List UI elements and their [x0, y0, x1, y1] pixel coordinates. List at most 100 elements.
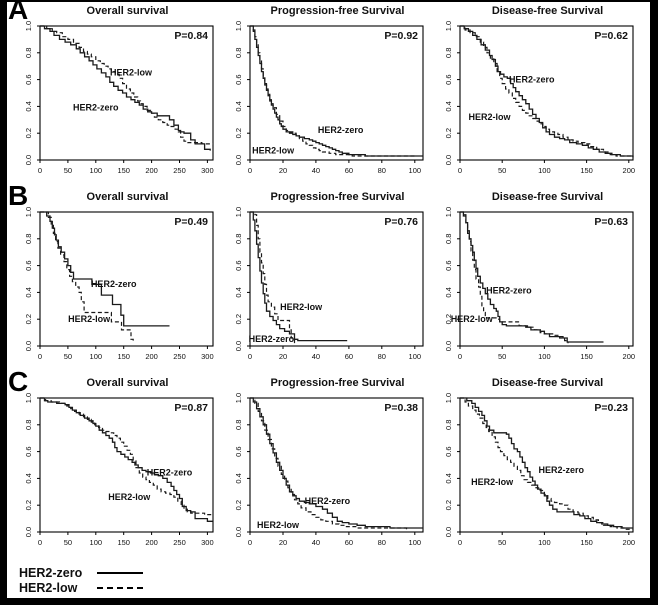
p-value-label: P=0.76 — [384, 216, 418, 228]
series-label-her2-zero: HER2-zero — [486, 286, 532, 296]
y-tick-label: 1.0 — [234, 393, 243, 403]
figure-row-a: A Overall survival 0 50 100 150 200 250 300 0.0 0… — [7, 0, 650, 188]
y-tick-label: 0.6 — [234, 260, 243, 270]
y-tick-label: 0.0 — [24, 155, 33, 165]
x-tick-label: 200 — [145, 538, 158, 547]
plot-box — [249, 211, 424, 347]
series-label-her2-low: HER2-low — [280, 302, 323, 312]
x-tick-label: 100 — [409, 352, 422, 361]
panel-title: Disease-free Survival — [491, 191, 604, 203]
x-tick-label: 50 — [64, 538, 72, 547]
figure-row-b: B Overall survival 0 50 100 150 200 250 300 0.0 0… — [7, 182, 650, 374]
legend-entry-her2-zero: HER2-zero — [19, 566, 650, 581]
y-tick-label: 0.2 — [444, 128, 453, 138]
x-tick-label: 150 — [580, 352, 593, 361]
x-tick-label: 150 — [580, 166, 593, 175]
y-tick-label: 0.4 — [24, 473, 33, 483]
y-tick-label: 0.6 — [24, 260, 33, 270]
y-tick-label: 1.0 — [24, 393, 33, 403]
plot-box — [39, 397, 214, 533]
her2-zero-curve — [40, 211, 170, 327]
x-tick-label: 250 — [173, 538, 186, 547]
x-tick-label: 0 — [38, 352, 42, 361]
x-tick-label: 200 — [623, 166, 636, 175]
solid-line-sample-icon — [97, 572, 143, 574]
y-tick-label: 0.6 — [24, 446, 33, 456]
km-plot: 0 50 100 150 200 0.0 0.2 0.4 0.6 0.8 1.0 P=0.63 HER2… — [444, 207, 635, 361]
her2-low-curve — [460, 211, 569, 344]
x-tick-label: 50 — [64, 352, 72, 361]
x-tick-label: 100 — [538, 166, 551, 175]
x-tick-label: 0 — [248, 352, 252, 361]
x-tick-label: 0 — [248, 538, 252, 547]
x-tick-label: 40 — [312, 352, 320, 361]
y-tick-label: 0.2 — [24, 500, 33, 510]
km-panel-b-overall: Overall survival 0 50 100 150 200 250 300 0.0 0.2… — [13, 189, 218, 372]
series-label-her2-zero: HER2-zero — [147, 468, 193, 478]
her2-low-curve — [250, 397, 408, 530]
p-value-label: P=0.63 — [594, 216, 628, 228]
km-plot: 0 50 100 150 200 250 300 0.0 0.2 0.4 0.6 0.8 1.0 P=0.… — [24, 21, 214, 175]
section-label-a: A — [8, 0, 29, 25]
y-tick-label: 0.4 — [444, 473, 453, 483]
x-tick-label: 80 — [378, 352, 386, 361]
section-label-c: C — [8, 366, 29, 397]
y-tick-label: 0.0 — [444, 341, 453, 351]
panels-row-b: Overall survival 0 50 100 150 200 250 300 0.0 0.2… — [13, 188, 650, 372]
y-tick-label: 0.8 — [24, 48, 33, 58]
panel-title: Overall survival — [86, 191, 169, 203]
panel-title: Overall survival — [86, 5, 169, 17]
x-tick-label: 0 — [458, 166, 462, 175]
y-tick-label: 1.0 — [444, 207, 453, 217]
y-tick-label: 0.0 — [444, 527, 453, 537]
x-tick-label: 0 — [38, 538, 42, 547]
x-tick-label: 50 — [498, 166, 506, 175]
y-tick-label: 0.8 — [24, 234, 33, 244]
p-value-label: P=0.92 — [384, 30, 418, 42]
km-plot: 0 50 100 150 200 250 300 0.0 0.2 0.4 0.6 0.8 1.0 P=0.… — [24, 207, 214, 361]
series-label-her2-low: HER2-low — [468, 112, 511, 122]
y-tick-label: 0.2 — [444, 314, 453, 324]
her2-zero-curve — [460, 25, 634, 158]
her2-zero-curve — [40, 397, 213, 522]
p-value-label: P=0.23 — [594, 402, 628, 414]
x-tick-label: 100 — [538, 538, 551, 547]
y-tick-label: 1.0 — [234, 207, 243, 217]
y-tick-label: 1.0 — [444, 393, 453, 403]
y-tick-label: 0.8 — [234, 48, 243, 58]
series-label-her2-zero: HER2-zero — [539, 465, 585, 475]
her2-low-curve — [460, 397, 633, 530]
x-tick-label: 50 — [498, 538, 506, 547]
series-label-her2-zero: HER2-zero — [318, 125, 364, 135]
p-value-label: P=0.87 — [174, 402, 208, 414]
her2-low-curve — [250, 211, 296, 344]
y-tick-label: 0.8 — [234, 420, 243, 430]
y-tick-label: 0.0 — [24, 341, 33, 351]
panel-title: Progression-free Survival — [270, 191, 405, 203]
x-tick-label: 50 — [64, 166, 72, 175]
y-tick-label: 0.6 — [24, 74, 33, 84]
x-tick-label: 300 — [201, 538, 214, 547]
km-plot: 0 20 40 60 80 100 0.0 0.2 0.4 0.6 0.8 1.0 P=0.38 HER2… — [234, 393, 424, 547]
y-tick-label: 0.0 — [24, 527, 33, 537]
x-tick-label: 100 — [90, 538, 103, 547]
figure-row-c: C Overall survival 0 50 100 150 200 250 300 0.0 0… — [7, 368, 650, 560]
x-tick-label: 60 — [345, 352, 353, 361]
y-tick-label: 0.2 — [24, 128, 33, 138]
x-tick-label: 250 — [173, 166, 186, 175]
her2-zero-curve — [250, 397, 423, 529]
x-tick-label: 100 — [90, 166, 103, 175]
x-tick-label: 100 — [409, 538, 422, 547]
plot-box — [459, 211, 634, 347]
her2-low-curve — [40, 25, 213, 145]
series-label-her2-low: HER2-low — [110, 68, 153, 78]
y-tick-label: 0.6 — [444, 260, 453, 270]
x-tick-label: 100 — [538, 352, 551, 361]
x-tick-label: 250 — [173, 352, 186, 361]
y-tick-label: 0.2 — [234, 500, 243, 510]
x-tick-label: 20 — [279, 352, 287, 361]
y-tick-label: 0.8 — [24, 420, 33, 430]
y-tick-label: 1.0 — [234, 21, 243, 31]
panel-title: Overall survival — [86, 377, 169, 389]
plot-box — [249, 25, 424, 161]
